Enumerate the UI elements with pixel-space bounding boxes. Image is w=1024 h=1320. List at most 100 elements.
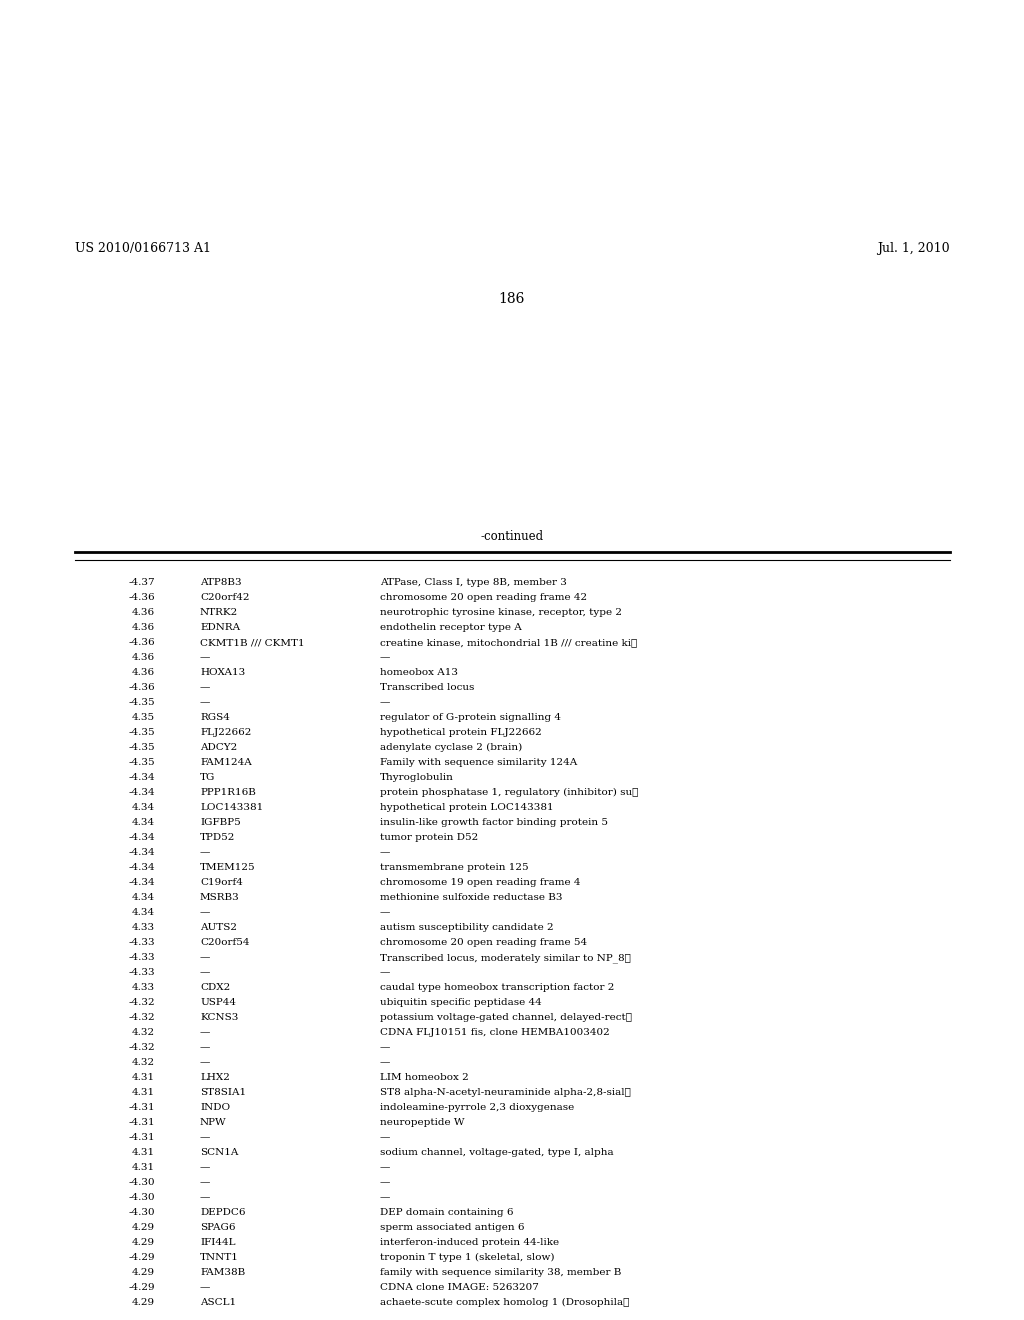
Text: —: — xyxy=(380,847,390,857)
Text: —: — xyxy=(380,908,390,917)
Text: LIM homeobox 2: LIM homeobox 2 xyxy=(380,1073,469,1082)
Text: TPD52: TPD52 xyxy=(200,833,236,842)
Text: SCN1A: SCN1A xyxy=(200,1148,239,1158)
Text: —: — xyxy=(380,1163,390,1172)
Text: USP44: USP44 xyxy=(200,998,236,1007)
Text: 4.29: 4.29 xyxy=(132,1224,155,1232)
Text: —: — xyxy=(200,698,210,708)
Text: 4.36: 4.36 xyxy=(132,653,155,663)
Text: US 2010/0166713 A1: US 2010/0166713 A1 xyxy=(75,242,211,255)
Text: 4.31: 4.31 xyxy=(132,1163,155,1172)
Text: CDNA FLJ10151 fis, clone HEMBA1003402: CDNA FLJ10151 fis, clone HEMBA1003402 xyxy=(380,1028,609,1038)
Text: chromosome 20 open reading frame 42: chromosome 20 open reading frame 42 xyxy=(380,593,587,602)
Text: -4.34: -4.34 xyxy=(128,863,155,873)
Text: TMEM125: TMEM125 xyxy=(200,863,256,873)
Text: —: — xyxy=(200,1043,210,1052)
Text: chromosome 20 open reading frame 54: chromosome 20 open reading frame 54 xyxy=(380,939,587,946)
Text: —: — xyxy=(200,953,210,962)
Text: 4.32: 4.32 xyxy=(132,1028,155,1038)
Text: -continued: -continued xyxy=(480,531,544,543)
Text: tumor protein D52: tumor protein D52 xyxy=(380,833,478,842)
Text: -4.29: -4.29 xyxy=(128,1253,155,1262)
Text: PPP1R16B: PPP1R16B xyxy=(200,788,256,797)
Text: -4.31: -4.31 xyxy=(128,1133,155,1142)
Text: 4.34: 4.34 xyxy=(132,803,155,812)
Text: CDX2: CDX2 xyxy=(200,983,230,993)
Text: RGS4: RGS4 xyxy=(200,713,229,722)
Text: -4.32: -4.32 xyxy=(128,1012,155,1022)
Text: LOC143381: LOC143381 xyxy=(200,803,263,812)
Text: insulin-like growth factor binding protein 5: insulin-like growth factor binding prote… xyxy=(380,818,608,828)
Text: —: — xyxy=(380,1177,390,1187)
Text: -4.30: -4.30 xyxy=(128,1193,155,1203)
Text: 186: 186 xyxy=(499,292,525,306)
Text: 4.31: 4.31 xyxy=(132,1088,155,1097)
Text: transmembrane protein 125: transmembrane protein 125 xyxy=(380,863,528,873)
Text: AUTS2: AUTS2 xyxy=(200,923,237,932)
Text: FAM124A: FAM124A xyxy=(200,758,252,767)
Text: -4.30: -4.30 xyxy=(128,1208,155,1217)
Text: ASCL1: ASCL1 xyxy=(200,1298,237,1307)
Text: -4.35: -4.35 xyxy=(128,758,155,767)
Text: INDO: INDO xyxy=(200,1104,230,1111)
Text: ubiquitin specific peptidase 44: ubiquitin specific peptidase 44 xyxy=(380,998,542,1007)
Text: potassium voltage-gated channel, delayed-rectⓘ: potassium voltage-gated channel, delayed… xyxy=(380,1012,632,1022)
Text: hypothetical protein FLJ22662: hypothetical protein FLJ22662 xyxy=(380,729,542,737)
Text: C19orf4: C19orf4 xyxy=(200,878,243,887)
Text: —: — xyxy=(380,653,390,663)
Text: FLJ22662: FLJ22662 xyxy=(200,729,251,737)
Text: —: — xyxy=(200,1163,210,1172)
Text: -4.35: -4.35 xyxy=(128,698,155,708)
Text: —: — xyxy=(380,1193,390,1203)
Text: 4.35: 4.35 xyxy=(132,713,155,722)
Text: 4.29: 4.29 xyxy=(132,1298,155,1307)
Text: Transcribed locus: Transcribed locus xyxy=(380,682,474,692)
Text: protein phosphatase 1, regulatory (inhibitor) suⓘ: protein phosphatase 1, regulatory (inhib… xyxy=(380,788,638,797)
Text: -4.33: -4.33 xyxy=(128,939,155,946)
Text: 4.29: 4.29 xyxy=(132,1238,155,1247)
Text: 4.29: 4.29 xyxy=(132,1269,155,1276)
Text: HOXA13: HOXA13 xyxy=(200,668,246,677)
Text: —: — xyxy=(200,1059,210,1067)
Text: -4.32: -4.32 xyxy=(128,998,155,1007)
Text: —: — xyxy=(200,908,210,917)
Text: FAM38B: FAM38B xyxy=(200,1269,246,1276)
Text: TNNT1: TNNT1 xyxy=(200,1253,239,1262)
Text: -4.36: -4.36 xyxy=(128,593,155,602)
Text: neurotrophic tyrosine kinase, receptor, type 2: neurotrophic tyrosine kinase, receptor, … xyxy=(380,609,622,616)
Text: -4.31: -4.31 xyxy=(128,1104,155,1111)
Text: SPAG6: SPAG6 xyxy=(200,1224,236,1232)
Text: —: — xyxy=(200,1283,210,1292)
Text: -4.36: -4.36 xyxy=(128,682,155,692)
Text: 4.34: 4.34 xyxy=(132,818,155,828)
Text: -4.31: -4.31 xyxy=(128,1118,155,1127)
Text: autism susceptibility candidate 2: autism susceptibility candidate 2 xyxy=(380,923,554,932)
Text: indoleamine-pyrrole 2,3 dioxygenase: indoleamine-pyrrole 2,3 dioxygenase xyxy=(380,1104,574,1111)
Text: —: — xyxy=(200,1193,210,1203)
Text: —: — xyxy=(200,653,210,663)
Text: -4.36: -4.36 xyxy=(128,638,155,647)
Text: achaete-scute complex homolog 1 (Drosophilaⓘ: achaete-scute complex homolog 1 (Drosoph… xyxy=(380,1298,630,1307)
Text: -4.35: -4.35 xyxy=(128,743,155,752)
Text: 4.33: 4.33 xyxy=(132,983,155,993)
Text: Jul. 1, 2010: Jul. 1, 2010 xyxy=(878,242,950,255)
Text: —: — xyxy=(200,847,210,857)
Text: —: — xyxy=(200,682,210,692)
Text: Thyroglobulin: Thyroglobulin xyxy=(380,774,454,781)
Text: ATP8B3: ATP8B3 xyxy=(200,578,242,587)
Text: IFI44L: IFI44L xyxy=(200,1238,236,1247)
Text: IGFBP5: IGFBP5 xyxy=(200,818,241,828)
Text: —: — xyxy=(380,698,390,708)
Text: adenylate cyclase 2 (brain): adenylate cyclase 2 (brain) xyxy=(380,743,522,752)
Text: —: — xyxy=(200,968,210,977)
Text: DEP domain containing 6: DEP domain containing 6 xyxy=(380,1208,513,1217)
Text: -4.32: -4.32 xyxy=(128,1043,155,1052)
Text: 4.33: 4.33 xyxy=(132,923,155,932)
Text: ADCY2: ADCY2 xyxy=(200,743,238,752)
Text: -4.29: -4.29 xyxy=(128,1283,155,1292)
Text: neuropeptide W: neuropeptide W xyxy=(380,1118,465,1127)
Text: family with sequence similarity 38, member B: family with sequence similarity 38, memb… xyxy=(380,1269,622,1276)
Text: 4.32: 4.32 xyxy=(132,1059,155,1067)
Text: NPW: NPW xyxy=(200,1118,226,1127)
Text: -4.33: -4.33 xyxy=(128,953,155,962)
